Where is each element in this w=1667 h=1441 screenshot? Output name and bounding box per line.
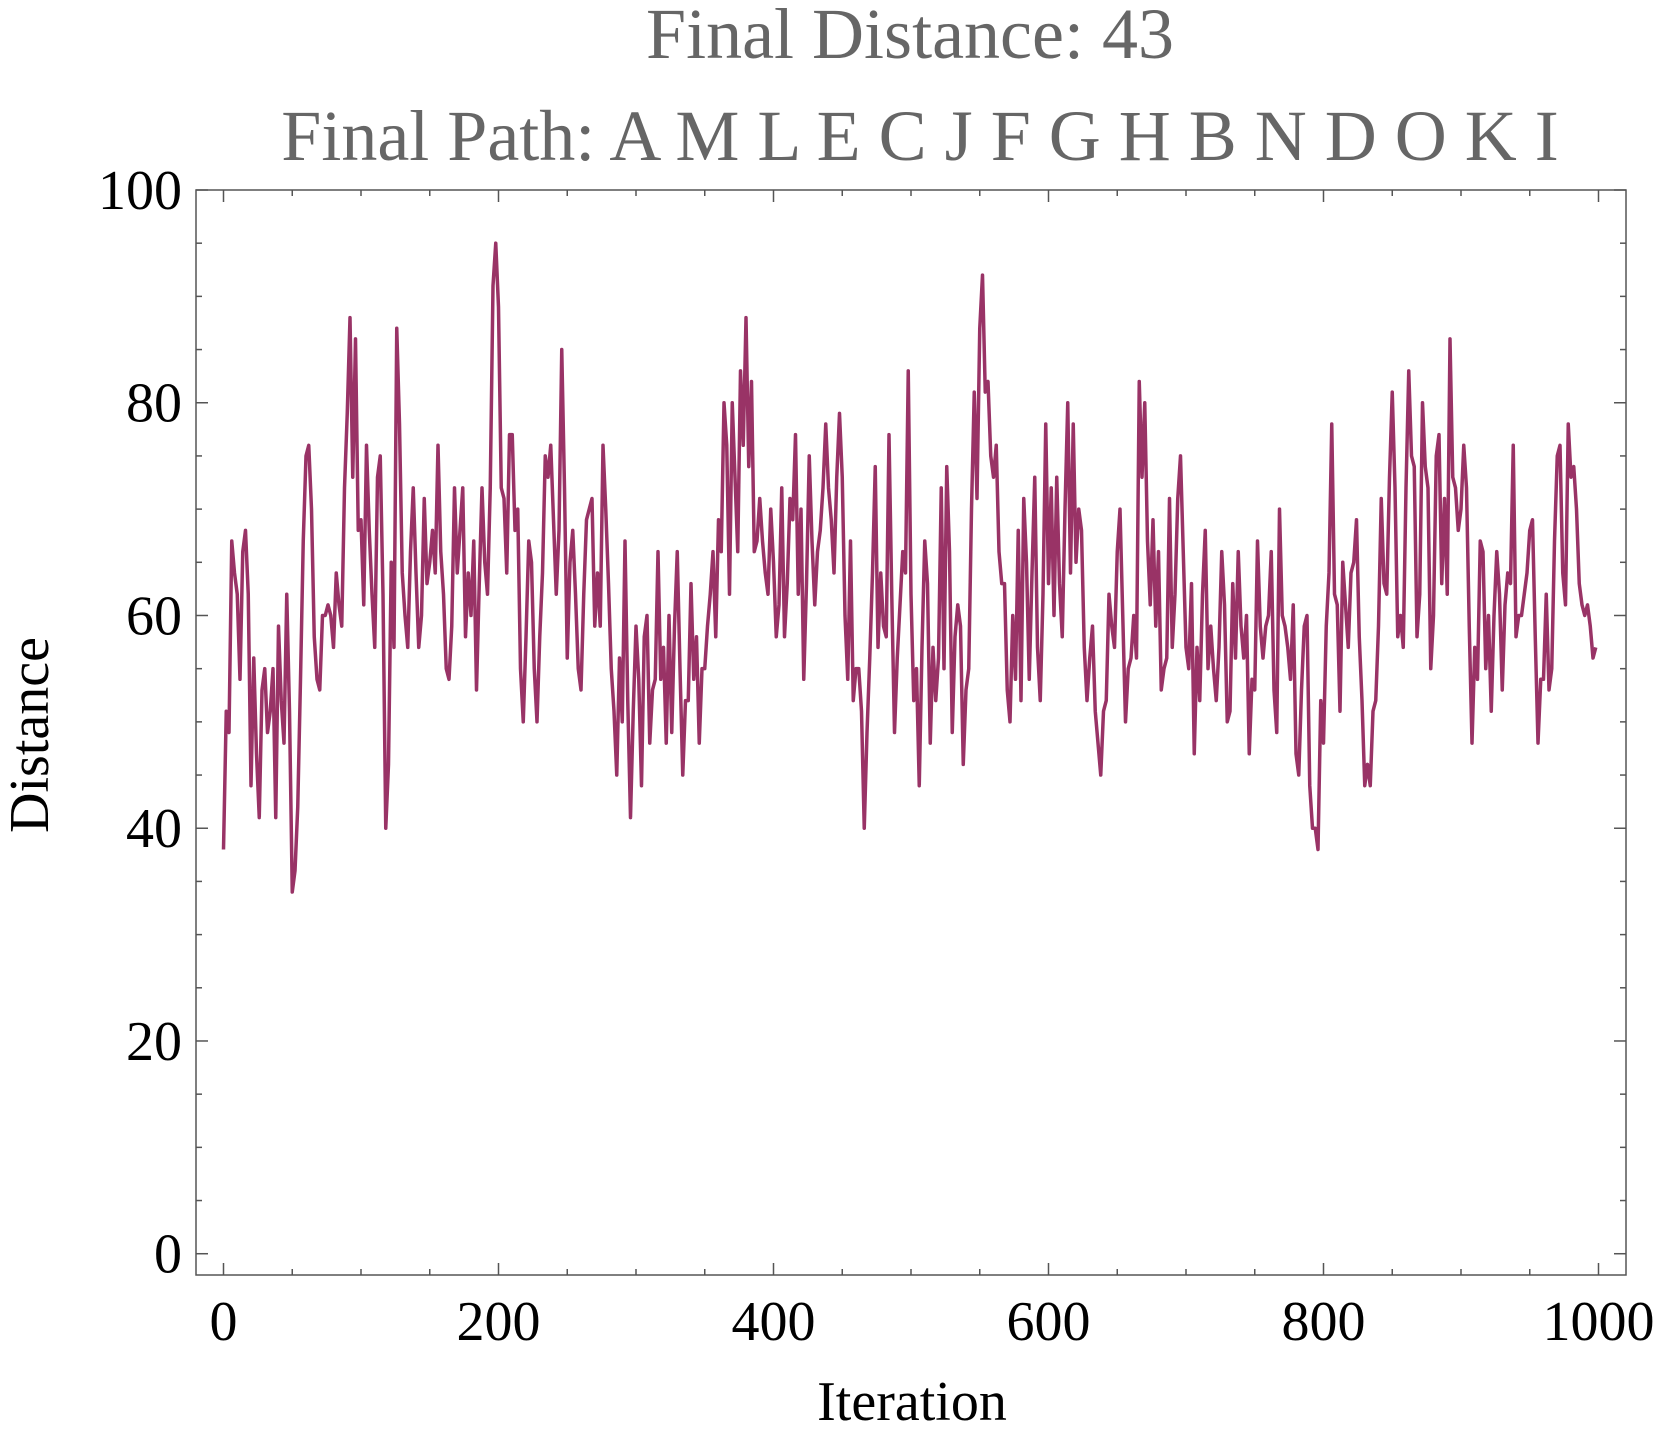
x-tick-label: 200	[457, 1291, 541, 1353]
y-tick-label: 100	[98, 160, 182, 222]
x-tick-label: 600	[1007, 1291, 1091, 1353]
x-tick-label: 800	[1282, 1291, 1366, 1353]
y-tick-label: 80	[126, 373, 182, 435]
x-tick-label: 1000	[1543, 1291, 1655, 1353]
plot-frame	[195, 189, 1627, 1276]
chart-subtitle: Final Path: A M L E C J F G H B N D O K …	[281, 96, 1558, 176]
x-tick-label: 0	[210, 1291, 238, 1353]
x-tick-label: 400	[732, 1291, 816, 1353]
frame-ticks	[196, 189, 1626, 1275]
y-tick-label: 20	[126, 1011, 182, 1073]
x-axis-label: Iteration	[817, 1371, 1007, 1433]
series-layer	[221, 241, 1598, 894]
y-tick-label: 60	[126, 585, 182, 647]
y-tick-label: 0	[154, 1224, 182, 1286]
y-axis-label: Distance	[0, 637, 61, 833]
series-line-0	[221, 241, 1598, 894]
y-tick-label: 40	[126, 798, 182, 860]
chart-title: Final Distance: 43	[646, 0, 1174, 74]
tick-labels: 0 200 400 600 800 1000 0 20 40 60 80 100	[98, 160, 1655, 1353]
